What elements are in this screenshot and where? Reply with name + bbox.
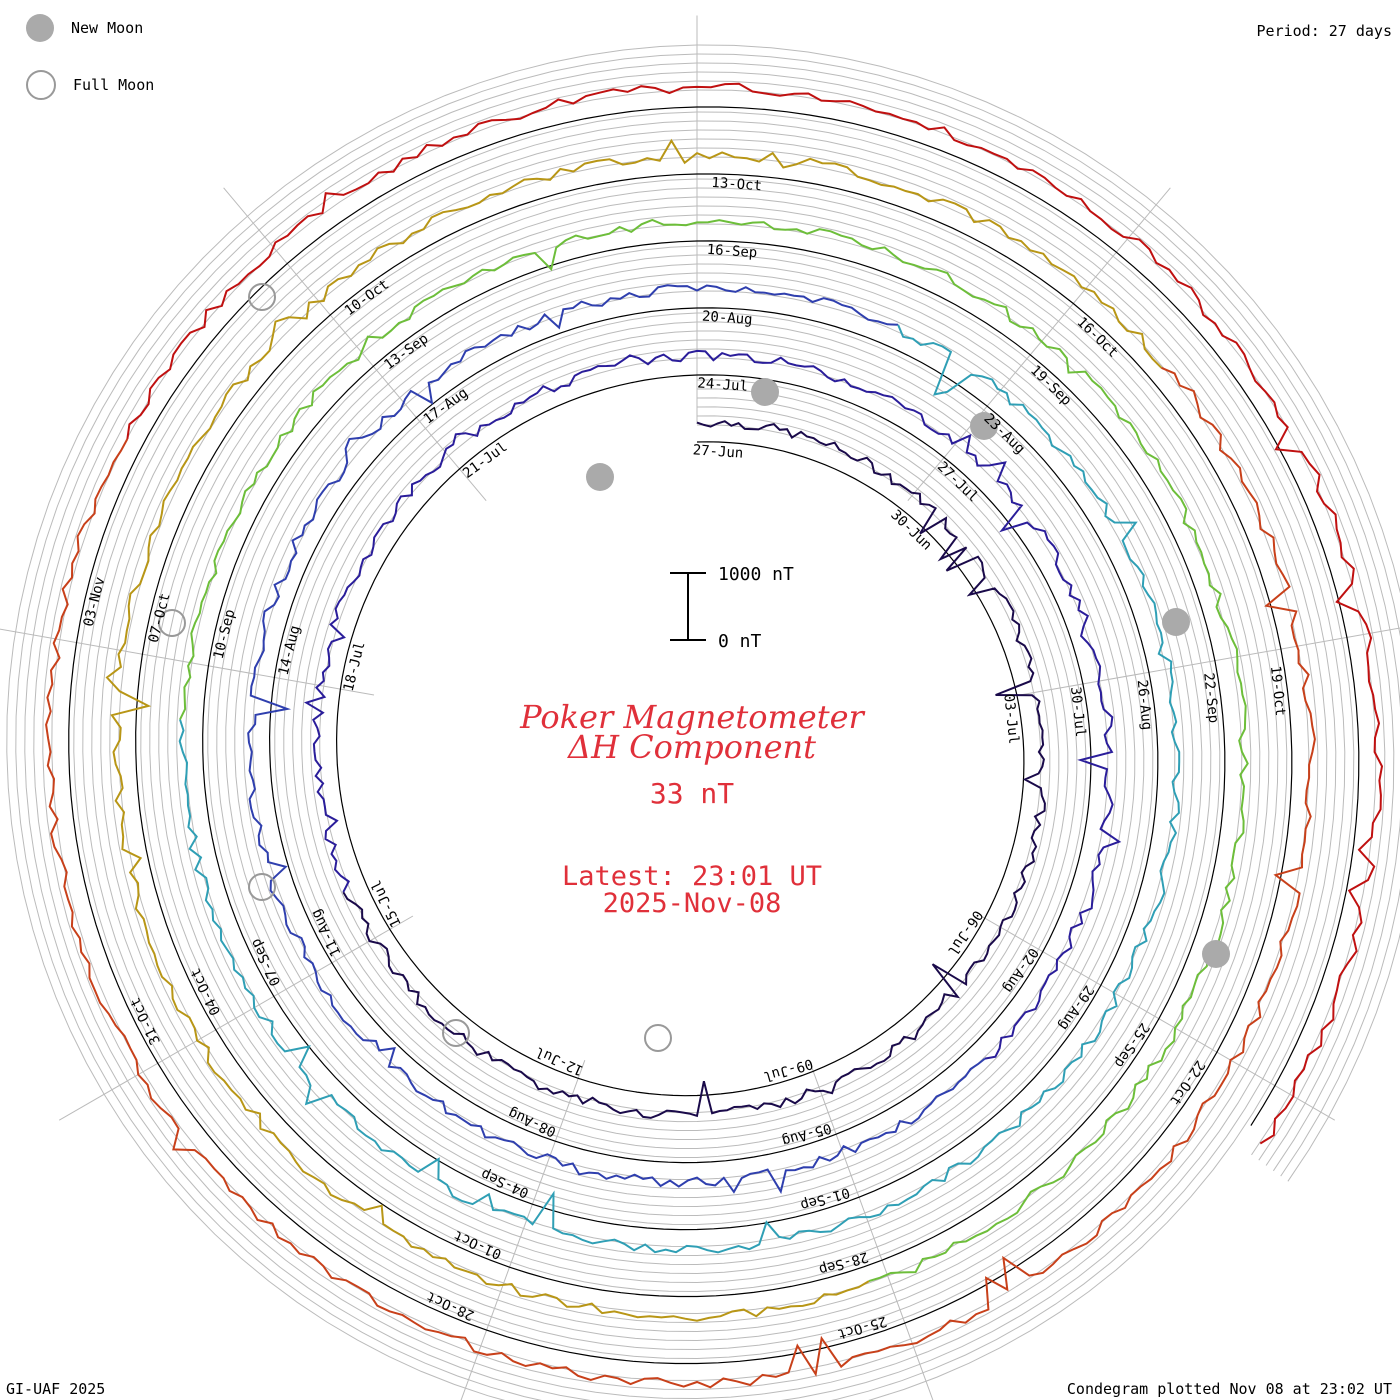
trace-segment (45, 366, 1316, 1389)
date-label: 08-Aug (506, 1104, 559, 1139)
full-moon-icon (158, 609, 186, 637)
date-label: 28-Oct (424, 1288, 477, 1323)
trace-segment (303, 349, 1122, 1060)
full-moon-icon (644, 1024, 672, 1052)
date-label: 15-Jul (368, 877, 405, 929)
date-label: 26-Aug (1134, 679, 1155, 731)
period-label: Period: 27 days (1256, 22, 1392, 40)
footer-credit: GI-UAF 2025 (6, 1380, 106, 1398)
latest-time: Latest: 23:01 UT (562, 861, 822, 892)
date-label: 07-Sep (248, 936, 285, 988)
new-moon-icon (26, 14, 54, 42)
footer-plot-time: Condegram plotted Nov 08 at 23:02 UT (1066, 1380, 1392, 1398)
date-label: 27-Jun (692, 442, 744, 461)
scale-bar: 1000 nT 0 nT (670, 564, 794, 652)
date-label: 16-Sep (706, 242, 758, 261)
scale-bottom-label: 0 nT (718, 631, 762, 652)
date-label: 30-Jul (1067, 686, 1088, 738)
full-moon-icon (442, 1019, 470, 1047)
date-label: 03-Jul (1000, 693, 1021, 745)
full-moon-icon (26, 70, 56, 100)
date-label: 12-Jul (533, 1043, 586, 1078)
new-moon-icon (1162, 608, 1190, 636)
legend-full-moon: Full Moon (26, 70, 154, 100)
new-moon-icon (751, 378, 779, 406)
date-label: 27-Jul (934, 459, 981, 506)
moon-markers (158, 283, 1230, 1052)
trace-segment (342, 420, 1046, 1119)
date-label: 24-Jul (697, 375, 749, 394)
date-label: 20-Aug (701, 309, 753, 328)
trace-segment (179, 218, 1249, 1283)
trace-segment (247, 284, 986, 1195)
date-label: 01-Oct (451, 1227, 504, 1262)
date-label: 16-Oct (1074, 314, 1121, 361)
date-label: 31-Oct (127, 995, 164, 1047)
date-label: 13-Oct (711, 175, 763, 194)
date-label: 30-Jun (887, 507, 934, 554)
legend-new-moon: New Moon (26, 14, 143, 42)
legend-new-moon-label: New Moon (71, 19, 144, 37)
baselines (68, 106, 1360, 1365)
date-label: 22-Sep (1200, 672, 1221, 724)
full-moon-icon (248, 283, 276, 311)
date-label: 21-Jul (460, 439, 510, 482)
current-value: 33 nT (650, 777, 734, 810)
date-label: 04-Oct (188, 965, 225, 1017)
new-moon-icon (1202, 940, 1230, 968)
scale-top-label: 1000 nT (718, 564, 794, 585)
grid-spokes (0, 15, 1400, 1400)
date-label: 19-Oct (1267, 665, 1288, 717)
data-traces (45, 82, 1384, 1389)
trace-segment (105, 138, 1163, 1322)
latest-date: 2025-Nov-08 (603, 888, 782, 919)
legend-full-moon-label: Full Moon (73, 76, 155, 94)
new-moon-icon (586, 463, 614, 491)
center-title: Poker Magnetometer ΔH Component 33 nT La… (519, 698, 865, 919)
title-line1: Poker Magnetometer (519, 698, 865, 736)
full-moon-icon (248, 873, 276, 901)
trace-segment (126, 82, 1384, 1145)
title-line2: ΔH Component (566, 728, 816, 766)
new-moon-icon (970, 412, 998, 440)
date-label: 11-Aug (308, 907, 345, 959)
trace-segment (178, 324, 1181, 1254)
